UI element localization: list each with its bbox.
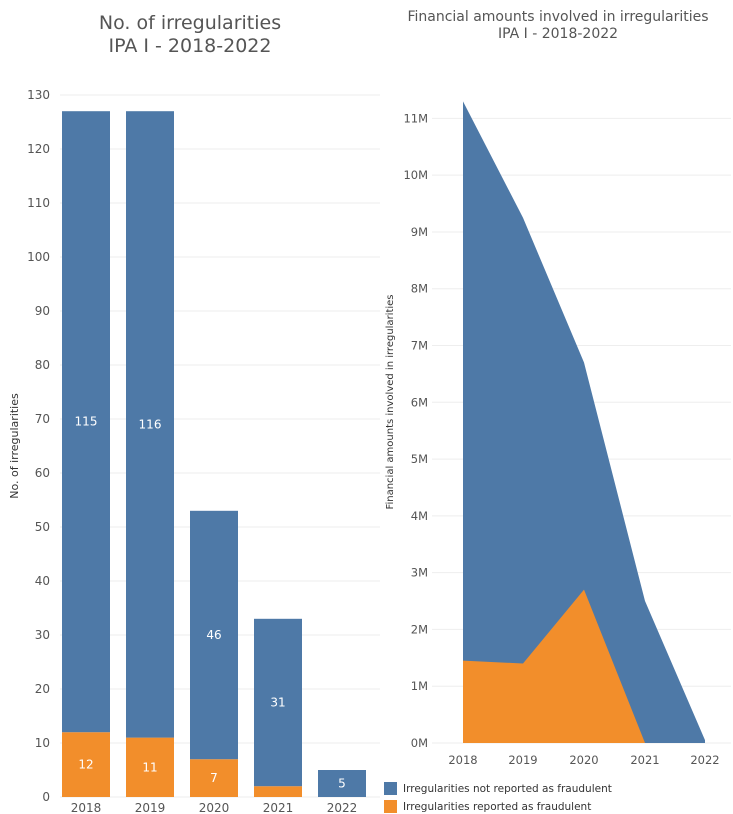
bar-chart-y-tick-label: 90 <box>35 304 50 318</box>
bar-chart-y-tick-label: 120 <box>27 142 50 156</box>
legend-label-not-fraudulent: Irregularities not reported as fraudulen… <box>403 782 612 795</box>
bar-chart-y-tick-label: 70 <box>35 412 50 426</box>
bar-chart-y-tick-label: 80 <box>35 358 50 372</box>
area-chart-y-tick-label: 6M <box>411 395 428 409</box>
legend-label-fraudulent: Irregularities reported as fraudulent <box>403 800 592 813</box>
bar-value-label-not-fraudulent: 46 <box>206 628 221 642</box>
bar-chart-title: No. of irregularities IPA I - 2018-2022 <box>0 12 380 58</box>
bar-chart-x-tick-label: 2018 <box>71 801 102 814</box>
area-chart-y-tick-label: 4M <box>411 509 428 523</box>
bar-segment-fraudulent <box>254 786 302 797</box>
bar-chart-x-tick-label: 2021 <box>263 801 294 814</box>
bar-segment-not-fraudulent <box>62 111 110 733</box>
area-chart-title-line2: IPA I - 2018-2022 <box>497 25 619 42</box>
bar-chart-y-axis-title: No. of irregularities <box>8 393 21 499</box>
area-chart-title: Financial amounts involved in irregulari… <box>385 9 731 43</box>
area-chart-y-axis-title: Financial amounts involved in irregulari… <box>385 294 396 509</box>
area-chart-y-tick-label: 5M <box>411 452 428 466</box>
bar-segment-fraudulent <box>126 737 174 797</box>
area-chart-y-tick-label: 2M <box>411 622 428 636</box>
bar-segment-fraudulent <box>62 732 110 797</box>
bar-value-label-not-fraudulent: 115 <box>75 415 98 429</box>
area-chart-y-tick-label: 11M <box>403 111 428 125</box>
bar-segment-not-fraudulent <box>190 510 238 760</box>
area-chart-y-tick-label: 1M <box>411 679 428 693</box>
bar-chart-y-tick-label: 110 <box>27 196 50 210</box>
bar-segment-not-fraudulent <box>254 618 302 787</box>
bar-value-label-not-fraudulent: 5 <box>338 777 346 791</box>
area-chart-y-tick-label: 3M <box>411 566 428 580</box>
bar-chart-x-tick-label: 2022 <box>327 801 358 814</box>
bar-value-label-fraudulent: 11 <box>142 760 157 774</box>
bar-value-label-fraudulent: 7 <box>210 771 218 785</box>
legend-item-fraudulent: Irregularities reported as fraudulent <box>384 800 591 813</box>
legend-item-not-fraudulent: Irregularities not reported as fraudulen… <box>384 782 612 795</box>
bar-chart-y-tick-label: 60 <box>35 466 50 480</box>
area-chart-x-tick-label: 2022 <box>690 753 719 767</box>
area-chart-y-tick-label: 7M <box>411 339 428 353</box>
bar-chart-y-tick-label: 30 <box>35 628 50 642</box>
area-chart-x-tick-label: 2021 <box>630 753 659 767</box>
area-chart-x-tick-label: 2018 <box>448 753 477 767</box>
bar-value-label-not-fraudulent: 116 <box>139 417 162 431</box>
bar-segment-fraudulent <box>190 759 238 797</box>
bar-chart-y-tick-label: 130 <box>27 88 50 102</box>
bar-chart-y-tick-label: 0 <box>42 790 50 804</box>
legend-swatch-fraudulent <box>384 800 397 813</box>
area-chart-y-tick-label: 10M <box>403 168 428 182</box>
bar-chart-y-tick-label: 50 <box>35 520 50 534</box>
area-not-fraudulent <box>463 101 705 744</box>
bar-chart-title-line1: No. of irregularities <box>98 12 282 34</box>
area-chart-x-tick-label: 2019 <box>508 753 537 767</box>
area-chart-y-tick-label: 8M <box>411 282 428 296</box>
bar-segment-not-fraudulent <box>318 770 366 797</box>
area-chart-x-tick-label: 2020 <box>569 753 598 767</box>
legend-swatch-not-fraudulent <box>384 782 397 795</box>
bar-chart-y-tick-label: 100 <box>27 250 50 264</box>
bar-value-label-fraudulent: 12 <box>78 758 93 772</box>
bar-chart-y-tick-label: 40 <box>35 574 50 588</box>
bar-chart-y-tick-label: 20 <box>35 682 50 696</box>
bar-chart-title-line2: IPA I - 2018-2022 <box>108 34 272 57</box>
area-chart-y-tick-label: 0M <box>411 736 428 750</box>
area-chart-title-line1: Financial amounts involved in irregulari… <box>407 9 709 25</box>
area-fraudulent <box>463 589 705 743</box>
bar-chart-x-tick-label: 2020 <box>199 801 230 814</box>
bar-segment-not-fraudulent <box>126 111 174 738</box>
area-chart-y-tick-label: 9M <box>411 225 428 239</box>
bar-chart-x-tick-label: 2019 <box>135 801 166 814</box>
bar-value-label-not-fraudulent: 31 <box>270 696 285 710</box>
bar-chart-y-tick-label: 10 <box>35 736 50 750</box>
